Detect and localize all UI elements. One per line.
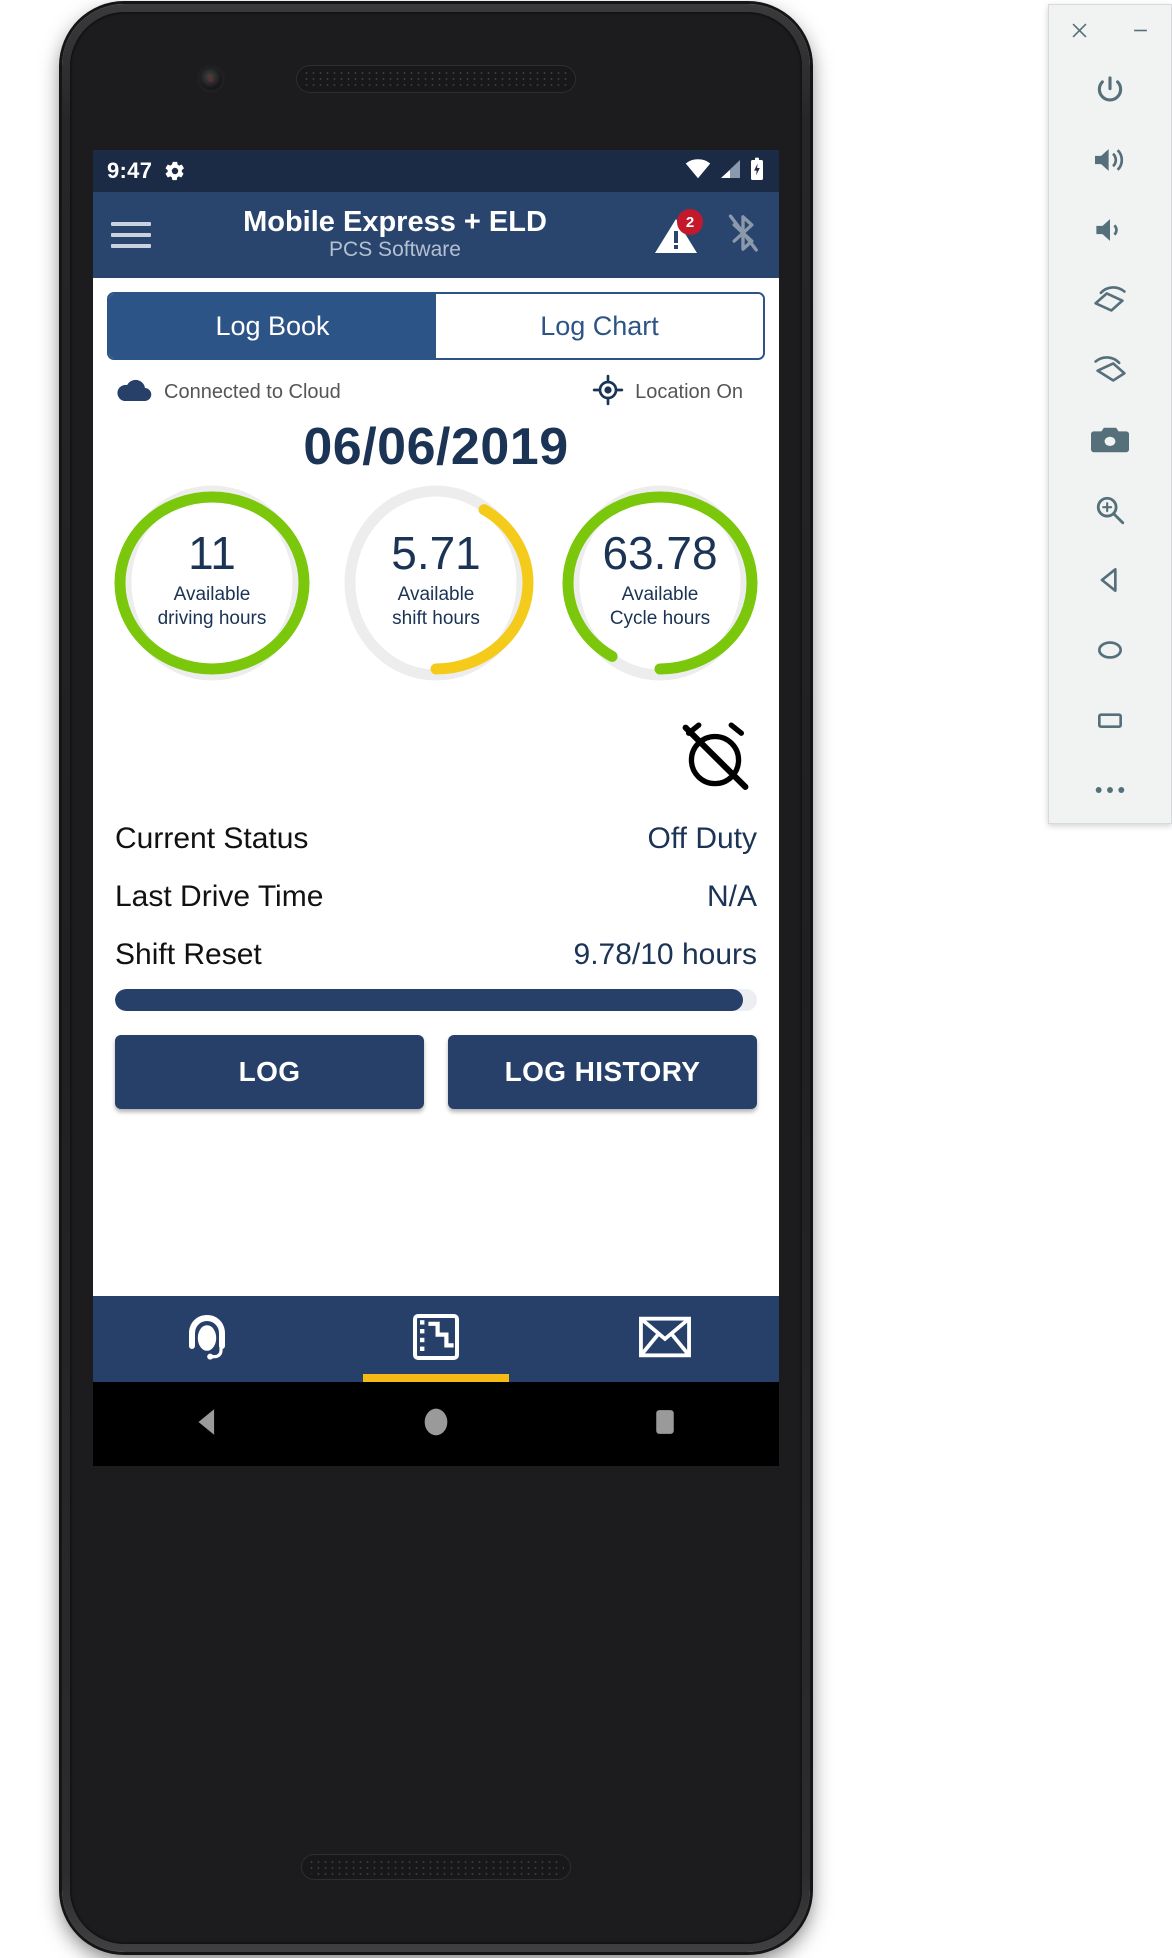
status-bar-clock: 9:47 — [107, 158, 153, 183]
location-status-label: Location On — [635, 381, 743, 403]
app-subtitle: PCS Software — [329, 238, 461, 262]
app-bar-titles: Mobile Express + ELD PCS Software — [145, 205, 645, 264]
gauge-driving-hours: 11 Available driving hours — [101, 483, 323, 683]
shift-reset-progress-bar — [115, 989, 757, 1011]
gauge-caption-line2: driving hours — [157, 607, 267, 629]
warning-triangle-icon[interactable]: 2 — [653, 209, 703, 255]
minimize-icon[interactable] — [1128, 17, 1154, 43]
envelope-mail-icon — [638, 1316, 692, 1363]
android-back-button[interactable] — [93, 1382, 322, 1466]
log-chart-icon — [412, 1313, 460, 1366]
android-home-button[interactable] — [322, 1382, 551, 1466]
cloud-status: Connected to Cloud — [115, 377, 341, 409]
home-icon[interactable] — [1049, 615, 1171, 685]
gauge-value: 5.71 — [391, 527, 481, 580]
bottom-speaker — [301, 1854, 571, 1880]
cloud-icon — [115, 377, 153, 409]
gauge-value: 11 — [188, 527, 236, 580]
log-history-button[interactable]: LOG HISTORY — [448, 1035, 757, 1109]
shift-reset-progress-fill — [115, 989, 743, 1011]
bottom-navigation — [93, 1296, 779, 1382]
action-buttons: LOG LOG HISTORY — [93, 1011, 779, 1109]
row-current-status: Current Status Off Duty — [93, 822, 779, 856]
emulator-window-controls — [1049, 5, 1171, 55]
alarm-row — [93, 683, 779, 798]
warning-badge-count: 2 — [677, 209, 703, 235]
front-camera-icon — [200, 68, 222, 90]
phone-device: 9:47 Mobile Express + ELD PCS — [62, 4, 810, 1952]
rotate-right-icon[interactable] — [1049, 335, 1171, 405]
gauge-caption: Available driving hours — [158, 583, 267, 629]
row-label: Current Status — [115, 822, 309, 855]
gauge-caption-line1: Available — [173, 584, 251, 606]
zoom-icon[interactable] — [1049, 475, 1171, 545]
power-icon[interactable] — [1049, 55, 1171, 125]
back-triangle-icon — [190, 1405, 224, 1444]
gauge-shift-hours: 5.71 Available shift hours — [325, 483, 547, 683]
log-button[interactable]: LOG — [115, 1035, 424, 1109]
gauge-caption-line1: Available — [621, 584, 699, 606]
overview-icon[interactable] — [1049, 685, 1171, 755]
cloud-status-label: Connected to Cloud — [164, 381, 341, 403]
phone-screen: 9:47 Mobile Express + ELD PCS — [93, 150, 779, 1382]
back-icon[interactable] — [1049, 545, 1171, 615]
nav-support[interactable] — [93, 1296, 322, 1382]
nav-log-chart[interactable] — [322, 1296, 551, 1382]
status-bar-right-icons — [685, 157, 765, 186]
current-date: 06/06/2019 — [303, 418, 569, 476]
battery-charging-icon — [749, 157, 765, 186]
cellular-signal-icon — [719, 159, 741, 184]
gauge-caption: Available shift hours — [392, 583, 480, 629]
row-value: Off Duty — [647, 822, 757, 855]
wifi-icon — [685, 158, 711, 184]
gauge-caption: Available Cycle hours — [610, 583, 710, 629]
android-recents-button[interactable] — [550, 1382, 779, 1466]
camera-screenshot-icon[interactable] — [1049, 405, 1171, 475]
recents-square-icon — [650, 1407, 680, 1442]
home-circle-icon — [419, 1405, 453, 1444]
app-bar: Mobile Express + ELD PCS Software 2 — [93, 192, 779, 278]
gauge-caption-line2: shift hours — [392, 607, 480, 629]
nav-messages[interactable] — [550, 1296, 779, 1382]
connection-status-row: Connected to Cloud Location On — [93, 360, 779, 411]
row-label: Shift Reset — [115, 938, 262, 971]
emulator-toolbar — [1048, 4, 1172, 824]
close-icon[interactable] — [1067, 17, 1093, 43]
gauge-caption-line1: Available — [397, 584, 475, 606]
bluetooth-disabled-icon[interactable] — [725, 211, 761, 260]
row-value: N/A — [706, 880, 757, 913]
row-label: Last Drive Time — [115, 880, 324, 913]
app-title: Mobile Express + ELD — [243, 205, 547, 238]
hours-gauges: 11 Available driving hours 5.71 Availabl… — [93, 477, 779, 683]
row-last-drive-time: Last Drive Time N/A — [93, 880, 779, 914]
hamburger-menu-icon[interactable] — [111, 222, 151, 248]
app-bar-actions: 2 — [653, 209, 761, 260]
log-tabs: Log Book Log Chart — [107, 292, 765, 360]
alarm-off-icon[interactable] — [677, 717, 753, 798]
android-navigation-bar — [93, 1382, 779, 1466]
status-bar: 9:47 — [93, 150, 779, 192]
volume-up-icon[interactable] — [1049, 125, 1171, 195]
headset-support-icon — [181, 1311, 233, 1368]
more-icon[interactable] — [1049, 755, 1171, 825]
gear-icon — [164, 160, 186, 182]
rotate-left-icon[interactable] — [1049, 265, 1171, 335]
row-value: 9.78/10 hours — [573, 938, 757, 971]
location-status: Location On — [592, 374, 743, 411]
row-shift-reset: Shift Reset 9.78/10 hours — [93, 938, 779, 972]
gauge-cycle-hours: 63.78 Available Cycle hours — [549, 483, 771, 683]
tab-log-chart[interactable]: Log Chart — [436, 294, 763, 358]
gauge-value: 63.78 — [602, 527, 718, 580]
gauge-caption-line2: Cycle hours — [609, 607, 711, 629]
earpiece-speaker — [296, 65, 576, 93]
volume-down-icon[interactable] — [1049, 195, 1171, 265]
location-crosshair-icon — [592, 374, 624, 411]
tab-log-book[interactable]: Log Book — [109, 294, 436, 358]
